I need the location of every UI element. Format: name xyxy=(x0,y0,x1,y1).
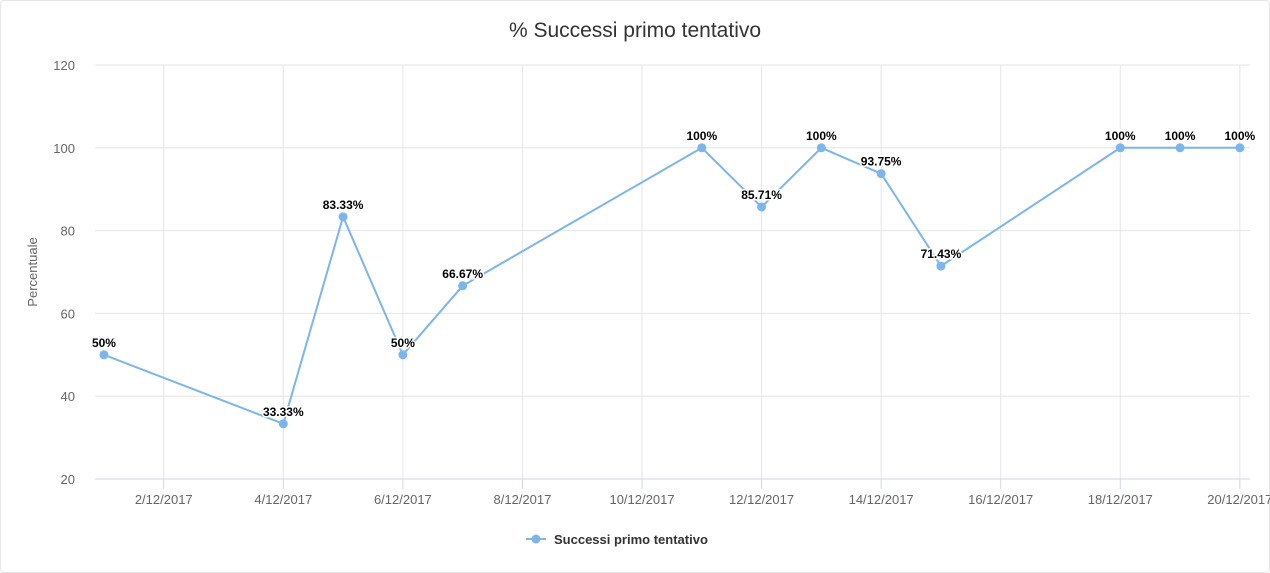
data-point xyxy=(398,350,408,360)
data-label: 66.67% xyxy=(442,267,483,281)
x-tick-label: 16/12/2017 xyxy=(968,492,1033,507)
data-label: 100% xyxy=(1165,129,1196,143)
data-point xyxy=(876,169,886,179)
data-label: 83.33% xyxy=(323,198,364,212)
data-point xyxy=(1115,143,1125,153)
data-label: 50% xyxy=(391,336,415,350)
data-label: 100% xyxy=(1105,129,1136,143)
x-tick-label: 2/12/2017 xyxy=(135,492,193,507)
data-point xyxy=(458,281,468,291)
data-point xyxy=(1175,143,1185,153)
x-tick-label: 10/12/2017 xyxy=(609,492,674,507)
y-tick-label: 40 xyxy=(61,389,75,404)
data-label: 93.75% xyxy=(861,155,902,169)
y-tick-label: 80 xyxy=(61,224,75,239)
legend-dot-marker xyxy=(531,534,541,544)
x-tick-label: 4/12/2017 xyxy=(254,492,312,507)
data-label: 33.33% xyxy=(263,405,304,419)
chart-title: % Successi primo tentativo xyxy=(509,19,761,42)
series-line xyxy=(103,146,1240,426)
y-axis-label: Percentuale xyxy=(25,237,40,306)
data-point xyxy=(757,202,767,212)
y-tick-label: 20 xyxy=(61,472,75,487)
legend-item[interactable]: Successi primo tentativo xyxy=(526,532,708,547)
data-point xyxy=(697,143,707,153)
y-tick-label: 100 xyxy=(53,141,75,156)
y-tick-label: 60 xyxy=(61,306,75,321)
data-point xyxy=(816,143,826,153)
data-label: 100% xyxy=(686,129,717,143)
legend-label: Successi primo tentativo xyxy=(554,532,708,547)
x-tick-label: 6/12/2017 xyxy=(374,492,432,507)
data-label: 100% xyxy=(806,129,837,143)
x-tick-label: 8/12/2017 xyxy=(494,492,552,507)
data-label: 100% xyxy=(1224,129,1255,143)
data-label: 50% xyxy=(92,336,116,350)
data-point xyxy=(278,419,288,429)
x-tick-label: 14/12/2017 xyxy=(849,492,914,507)
data-label: 71.43% xyxy=(921,247,962,261)
x-tick-label: 20/12/2017 xyxy=(1207,492,1270,507)
y-tick-label: 120 xyxy=(53,58,75,73)
data-point xyxy=(1235,143,1245,153)
data-point xyxy=(936,261,946,271)
data-label: 85.71% xyxy=(741,188,782,202)
data-point xyxy=(99,350,109,360)
data-point xyxy=(338,212,348,222)
x-tick-label: 18/12/2017 xyxy=(1088,492,1153,507)
x-tick-label: 12/12/2017 xyxy=(729,492,794,507)
